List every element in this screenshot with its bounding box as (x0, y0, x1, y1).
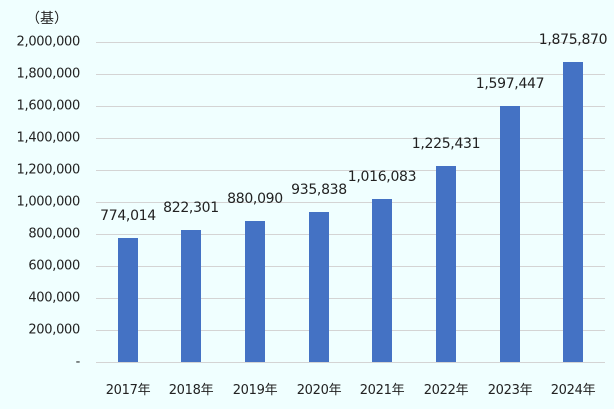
gridline (96, 298, 605, 299)
y-tick-label: 200,000 (28, 322, 80, 338)
data-label: 774,014 (100, 208, 156, 224)
y-tick-label: 800,000 (28, 226, 80, 242)
y-tick-label: 2,000,000 (16, 34, 81, 50)
bar-2022年 (436, 166, 456, 362)
x-tick-label: 2020年 (296, 383, 342, 398)
gridline (96, 266, 605, 267)
bar-2024年 (563, 62, 583, 362)
gridline (96, 138, 605, 139)
gridline (96, 330, 605, 331)
gridline (96, 202, 605, 203)
data-label: 880,090 (227, 191, 283, 207)
data-label: 1,597,447 (475, 76, 545, 92)
x-tick-label: 2017年 (105, 383, 151, 398)
data-label: 935,838 (291, 182, 347, 198)
data-label: 1,225,431 (411, 136, 481, 152)
y-tick-label: 1,600,000 (16, 98, 81, 114)
bar-2017年 (118, 238, 138, 362)
y-tick-label: 1,000,000 (16, 194, 81, 210)
y-tick-label: 1,200,000 (16, 162, 81, 178)
gridline (96, 74, 605, 75)
y-axis-unit-label: （基） (26, 11, 68, 27)
y-tick-label: 1,800,000 (16, 66, 81, 82)
gridline (96, 362, 605, 363)
y-tick-label: - (75, 354, 81, 370)
x-tick-label: 2023年 (487, 383, 533, 398)
bar-2018年 (181, 230, 201, 362)
gridline (96, 42, 605, 43)
x-tick-label: 2022年 (423, 383, 469, 398)
gridline (96, 170, 605, 171)
x-tick-label: 2024年 (550, 383, 596, 398)
x-tick-label: 2019年 (232, 383, 278, 398)
gridline (96, 106, 605, 107)
bar-2019年 (245, 221, 265, 362)
gridline (96, 234, 605, 235)
data-label: 1,875,870 (538, 32, 608, 48)
bar-2020年 (309, 212, 329, 362)
y-tick-label: 1,400,000 (16, 130, 81, 146)
y-tick-label: 400,000 (28, 290, 80, 306)
data-label: 822,301 (163, 200, 219, 216)
x-tick-label: 2018年 (168, 383, 214, 398)
y-tick-label: 600,000 (28, 258, 80, 274)
x-tick-label: 2021年 (359, 383, 405, 398)
bar-2023年 (500, 106, 520, 362)
data-label: 1,016,083 (347, 169, 417, 185)
bar-2021年 (372, 199, 392, 362)
